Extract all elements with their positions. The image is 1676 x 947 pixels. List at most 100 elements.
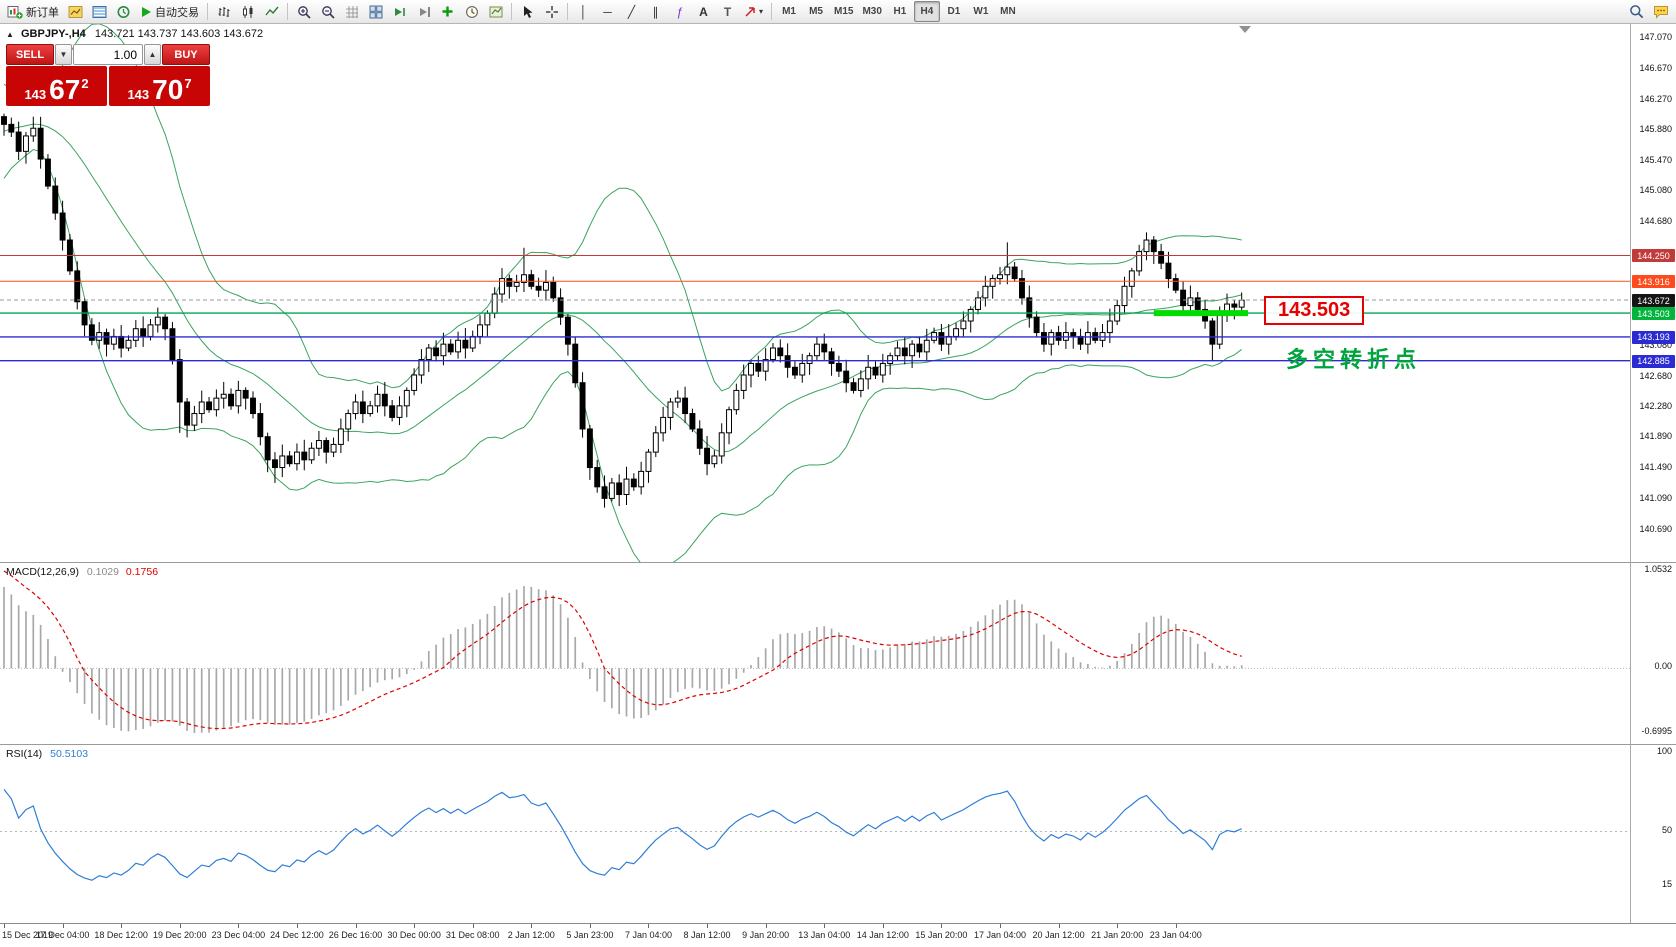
panel-separator[interactable] [0,562,1676,563]
chart-shift-marker[interactable] [1239,26,1251,33]
market-watch-button[interactable] [88,1,111,22]
chart-symbol-period: GBPJPY-,H4 [20,28,86,40]
candles-series[interactable] [1,113,1245,508]
price-tick: 144.680 [1639,216,1672,227]
macd-histogram[interactable] [3,586,1243,733]
macd-scale-zero: 0.00 [1654,661,1672,672]
toolbar-separator [511,3,512,20]
time-tick [296,924,298,928]
one-click-collapse-icon[interactable]: ▲ [6,30,14,39]
price-tick: 142.280 [1639,401,1672,412]
time-label: 23 Jan 04:00 [1149,930,1202,940]
timeframe-m30-button[interactable]: M30 [858,1,885,22]
chart-shift-button[interactable] [412,1,435,22]
timeframe-m5-button[interactable]: M5 [803,1,829,22]
zoom-in-button[interactable] [292,1,315,22]
line-chart-button[interactable] [260,1,283,22]
community-chat-button[interactable] [1649,1,1673,22]
time-tick [1175,924,1177,928]
price-tick: 141.490 [1639,462,1672,473]
volume-input[interactable] [73,44,143,65]
macd-name: MACD(12,26,9) [6,566,79,578]
candlestick-chart-canvas[interactable] [0,24,1630,562]
sell-price-point: 2 [81,76,89,91]
time-tick [531,924,533,928]
grid-button[interactable] [340,1,363,22]
time-label: 7 Jan 04:00 [624,930,672,940]
trendline-tool-button[interactable]: ╱ [620,1,643,22]
templates-button[interactable] [484,1,507,22]
time-label: 5 Jan 23:00 [566,930,614,940]
arrows-tool-button[interactable]: ▾ [740,1,767,22]
new-chart-button[interactable] [64,1,87,22]
time-tick [179,924,181,928]
vertical-line-tool-button[interactable]: │ [572,1,595,22]
timeframe-h1-button[interactable]: H1 [887,1,913,22]
price-chart-panel[interactable]: ▲ GBPJPY-,H4 143.721 143.737 143.603 143… [0,24,1630,562]
fibonacci-tool-button[interactable]: ƒ [668,1,691,22]
chat-bubble-icon [1653,5,1669,19]
timeframe-h4-button[interactable]: H4 [913,1,940,22]
time-tick [472,924,474,928]
timeframe-m15-button[interactable]: M15 [830,1,857,22]
sell-button[interactable]: SELL [6,44,54,65]
periods-button[interactable] [460,1,483,22]
search-button[interactable] [1625,1,1648,22]
cursor-button[interactable] [516,1,539,22]
time-axis[interactable]: 15 Dec 2019 17 Dec 04:00 18 Dec 12:00 19 De… [0,924,1630,947]
time-tick [882,924,884,928]
time-tick [121,924,123,928]
channel-tool-button[interactable]: ∥ [644,1,667,22]
tile-windows-button[interactable] [364,1,387,22]
crosshair-button[interactable] [540,1,563,22]
price-callout-label[interactable]: 143.503 [1264,296,1365,325]
rsi-canvas[interactable] [0,745,1630,922]
zoom-out-button[interactable] [316,1,339,22]
sell-price-display[interactable]: 143 67 2 [6,66,107,106]
macd-value-signal: 0.1756 [125,566,159,578]
macd-panel[interactable]: MACD(12,26,9) 0.1029 0.1756 [0,563,1630,744]
panel-separator[interactable] [0,744,1676,745]
timeframe-m1-button[interactable]: M1 [776,1,802,22]
candlestick-chart-button[interactable] [236,1,259,22]
text-label-tool-button[interactable]: T [716,1,739,22]
bar-chart-button[interactable] [212,1,235,22]
toolbar-separator [567,3,568,20]
timeframe-w1-button[interactable]: W1 [968,1,994,22]
rsi-line[interactable] [3,789,1242,881]
price-scale[interactable]: 147.070 146.670 146.270 145.880 145.470 145.0… [1631,24,1676,947]
volume-decrease-button[interactable]: ▼ [55,44,72,65]
auto-trading-button[interactable]: 自动交易 [136,1,203,22]
time-tick [589,924,591,928]
timeframe-mn-button[interactable]: MN [995,1,1021,22]
rsi-panel[interactable]: RSI(14) 50.5103 [0,745,1630,922]
time-label: 23 Dec 04:00 [211,930,266,940]
macd-signal-line[interactable] [3,570,1242,730]
price-tick: 146.670 [1639,62,1672,73]
price-scale-separator [1630,24,1631,923]
new-order-button[interactable]: 新订单 [3,1,63,22]
price-tick: 145.080 [1639,185,1672,196]
indicators-plus-icon [441,5,454,18]
price-tag-143.193: 143.193 [1632,330,1675,344]
timeframe-d1-button[interactable]: D1 [941,1,967,22]
time-label: 17 Jan 04:00 [973,930,1027,940]
macd-canvas[interactable] [0,563,1630,744]
price-tag-143.672: 143.672 [1632,294,1675,308]
volume-increase-button[interactable]: ▲ [144,44,161,65]
time-tick [62,924,64,928]
time-label: 9 Jan 20:00 [742,930,790,940]
text-tool-button[interactable]: A [692,1,715,22]
price-tag-143.916: 143.916 [1632,275,1675,289]
buy-price-display[interactable]: 143 70 7 [109,66,210,106]
time-tick [1117,924,1119,928]
buy-button[interactable]: BUY [162,44,210,65]
data-window-button[interactable] [112,1,135,22]
indicators-button[interactable] [436,1,459,22]
horizontal-line-tool-button[interactable]: ─ [596,1,619,22]
rsi-value: 50.5103 [50,748,89,760]
pivot-annotation-text[interactable]: 多空转折点 [1286,347,1422,372]
time-tick [4,924,5,928]
auto-scroll-button[interactable] [388,1,411,22]
time-label: 30 Dec 00:00 [387,930,441,940]
